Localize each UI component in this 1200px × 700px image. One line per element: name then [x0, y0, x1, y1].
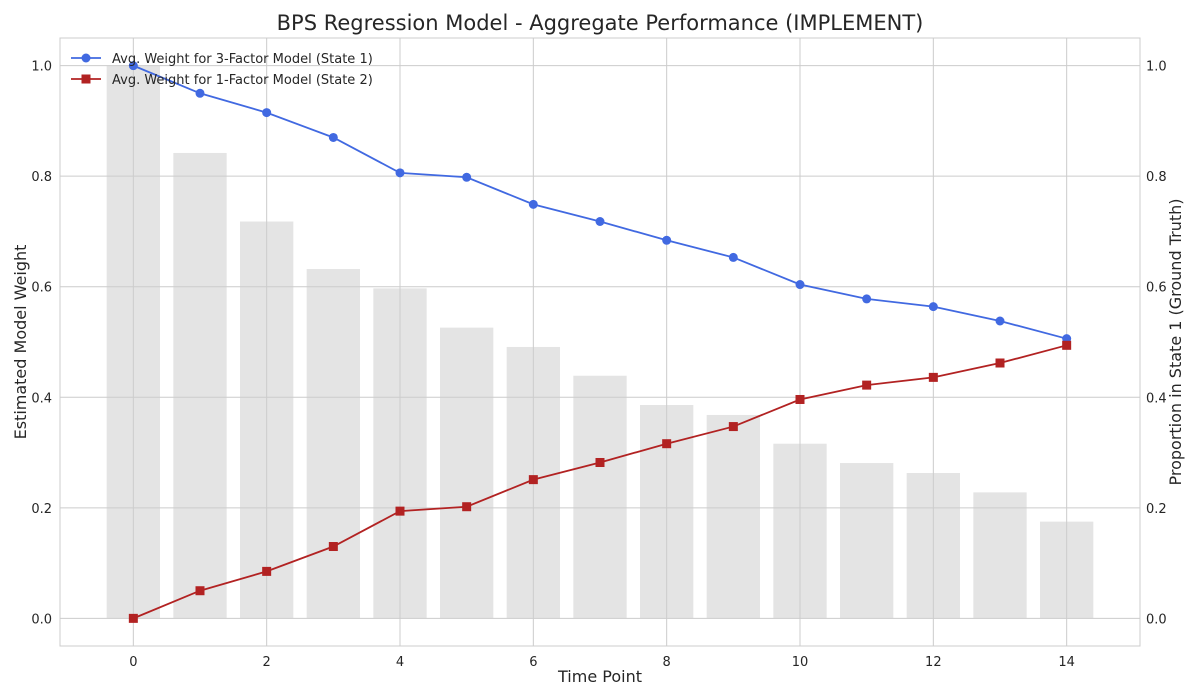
- data-point: [662, 235, 672, 245]
- x-tick-label: 8: [663, 655, 671, 670]
- y-tick-label: 0.0: [31, 612, 52, 627]
- x-tick-label: 10: [792, 655, 809, 670]
- data-point: [862, 380, 872, 390]
- bar: [973, 492, 1027, 619]
- chart-title: BPS Regression Model - Aggregate Perform…: [277, 11, 924, 35]
- y-tick-label: 0.8: [31, 170, 52, 185]
- data-point: [528, 475, 538, 485]
- data-point: [995, 316, 1005, 326]
- x-tick-label: 4: [396, 655, 404, 670]
- bar: [173, 152, 227, 619]
- legend-marker: [81, 74, 91, 84]
- bar: [840, 463, 894, 619]
- x-tick-label: 12: [925, 655, 942, 670]
- data-point: [995, 358, 1005, 368]
- y2-tick-label: 0.6: [1146, 281, 1167, 296]
- data-point: [595, 217, 605, 227]
- data-point: [395, 168, 405, 178]
- data-point: [128, 613, 138, 623]
- plot-frame: [59, 37, 1141, 647]
- data-point: [795, 394, 805, 404]
- legend-label: Avg. Weight for 1-Factor Model (State 2): [112, 73, 373, 88]
- y2-tick-label: 0.0: [1146, 612, 1167, 627]
- data-point: [728, 422, 738, 432]
- data-point: [528, 199, 538, 209]
- y2-tick-label: 0.2: [1146, 502, 1167, 517]
- x-tick-label: 2: [263, 655, 271, 670]
- bar: [706, 414, 760, 619]
- data-point: [328, 542, 338, 552]
- x-tick-label: 14: [1058, 655, 1075, 670]
- grid: [60, 38, 1140, 646]
- data-point: [262, 566, 272, 576]
- x-tick-label: 0: [129, 655, 137, 670]
- x-tick-label: 6: [529, 655, 537, 670]
- line-series-0: [128, 61, 1072, 344]
- legend-label: Avg. Weight for 3-Factor Model (State 1): [112, 52, 373, 67]
- data-point: [195, 88, 205, 98]
- line-series-1: [128, 340, 1072, 623]
- data-point: [862, 294, 872, 304]
- y2-tick-label: 0.8: [1146, 170, 1167, 185]
- data-point: [595, 457, 605, 467]
- y-tick-label: 1.0: [31, 60, 52, 75]
- legend: Avg. Weight for 3-Factor Model (State 1)…: [71, 52, 373, 88]
- data-point: [328, 132, 338, 142]
- y-axis-label: Estimated Model Weight: [11, 245, 30, 440]
- data-point: [662, 439, 672, 449]
- y2-tick-label: 1.0: [1146, 60, 1167, 75]
- data-point: [462, 172, 472, 182]
- y2-tick-label: 0.4: [1146, 391, 1167, 406]
- data-point: [928, 372, 938, 382]
- x-axis-label: Time Point: [557, 667, 642, 686]
- data-point: [395, 506, 405, 516]
- data-point: [128, 61, 138, 71]
- data-point: [728, 252, 738, 262]
- bar: [573, 375, 627, 619]
- data-point: [262, 108, 272, 118]
- bar: [306, 269, 360, 619]
- data-point: [928, 302, 938, 312]
- data-point: [1062, 340, 1072, 350]
- y-tick-label: 0.6: [31, 281, 52, 296]
- y2-axis-label: Proportion in State 1 (Ground Truth): [1166, 199, 1185, 486]
- data-point: [462, 502, 472, 512]
- data-point: [795, 280, 805, 290]
- y-tick-label: 0.4: [31, 391, 52, 406]
- bar: [440, 327, 494, 619]
- legend-marker: [81, 53, 91, 63]
- y-tick-label: 0.2: [31, 502, 52, 517]
- data-point: [195, 586, 205, 596]
